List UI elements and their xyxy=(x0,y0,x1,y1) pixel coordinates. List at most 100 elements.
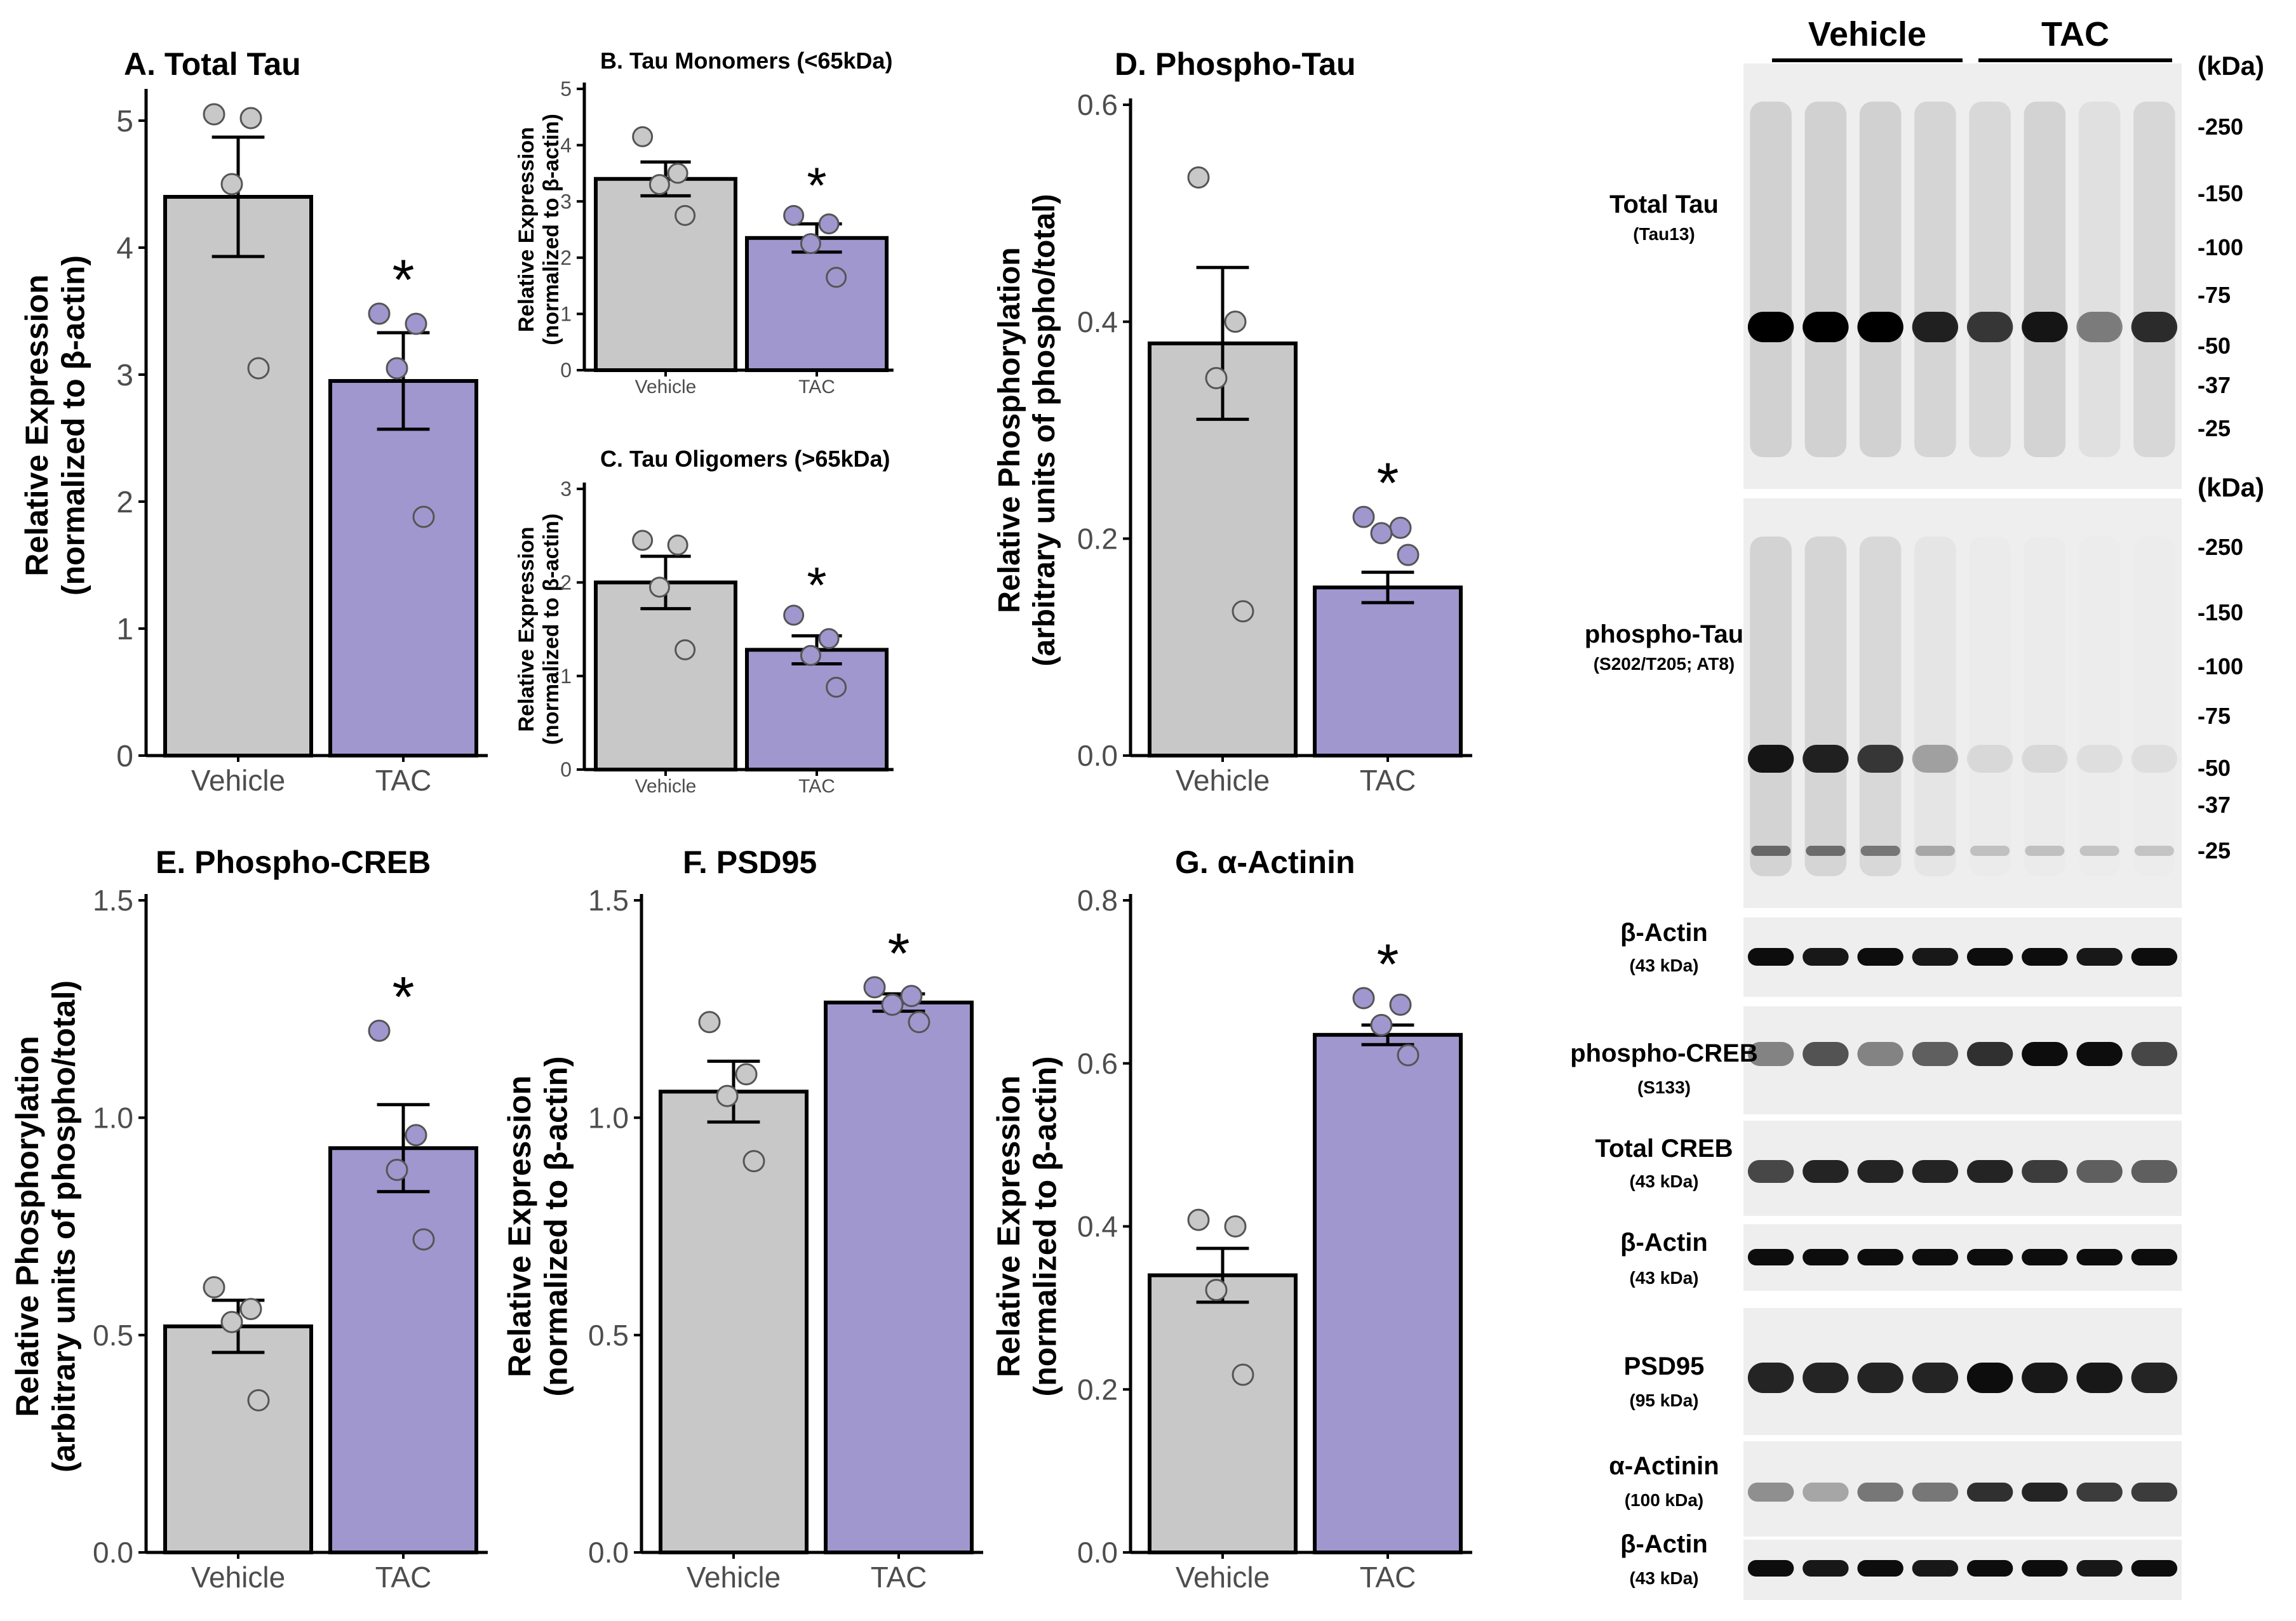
blot-band xyxy=(1803,1160,1849,1183)
blot-marker-label: -100 xyxy=(2198,653,2243,679)
blot-smear xyxy=(1914,537,1956,876)
kda-header: (kDa) xyxy=(2198,51,2264,81)
blot-band xyxy=(1857,1560,1903,1577)
blot-band xyxy=(1912,1363,1959,1393)
data-point xyxy=(1397,544,1420,566)
blot-band xyxy=(1747,1363,1794,1393)
data-point xyxy=(783,204,805,226)
blot-marker-label: -150 xyxy=(2198,180,2243,206)
chart-title: F. PSD95 xyxy=(683,844,817,880)
blot-band xyxy=(1912,1042,1959,1066)
chart-e: E. Phospho-CREB Relative Phosphorylation(… xyxy=(10,844,488,1594)
blot-marker-label: -250 xyxy=(2198,534,2243,560)
y-tick-label: 4 xyxy=(560,134,572,157)
data-point xyxy=(800,233,821,255)
blot-band-minor xyxy=(1860,846,1900,856)
bar-vehicle xyxy=(163,1324,313,1555)
y-tick-label: 0 xyxy=(116,740,133,773)
y-axis-label: Relative Phosphorylation xyxy=(10,1036,45,1417)
blot-band xyxy=(1857,1160,1903,1183)
data-point xyxy=(1352,987,1375,1010)
blot-group-label: TAC xyxy=(2041,15,2109,53)
blot-band xyxy=(2131,1249,2178,1265)
blot-band xyxy=(1966,312,2013,342)
data-point xyxy=(405,1124,427,1147)
blot-band xyxy=(1912,1560,1959,1577)
blot-band xyxy=(1803,1560,1849,1577)
bar-tac xyxy=(745,648,889,771)
blot-smear xyxy=(2133,102,2175,457)
data-point xyxy=(675,639,696,660)
chart-b: B. Tau Monomers (<65kDa) Relative Express… xyxy=(514,48,894,397)
blot-band xyxy=(1912,745,1959,773)
blot-smear xyxy=(2079,537,2121,876)
blot-band-minor xyxy=(2025,846,2065,856)
y-tick-label: 1.0 xyxy=(93,1101,133,1134)
blot-band xyxy=(2131,1363,2178,1393)
bar-vehicle xyxy=(659,1090,809,1554)
data-point xyxy=(1224,310,1247,333)
blot-band xyxy=(2022,745,2068,773)
y-tick-label: 2 xyxy=(116,486,133,519)
blot-protein-label: phospho-CREB xyxy=(1570,1039,1758,1067)
blot-marker-label: -250 xyxy=(2198,114,2243,140)
blot-band xyxy=(1857,745,1903,773)
blot-smear xyxy=(1859,102,1902,457)
blot-smear xyxy=(1969,102,2011,457)
y-tick-label: 1.5 xyxy=(588,884,629,917)
blot-antibody-label: (43 kDa) xyxy=(1630,956,1699,975)
x-tick-label: TAC xyxy=(798,776,835,797)
data-point xyxy=(1370,522,1393,545)
y-axis-label: Relative Expression xyxy=(991,1076,1026,1377)
data-point xyxy=(908,1011,930,1034)
data-point xyxy=(648,577,670,598)
blot-smear xyxy=(2133,537,2175,876)
blot-band xyxy=(2131,745,2178,773)
data-point xyxy=(742,1150,765,1173)
blot-panel: phospho-Tau (S202/T205; AT8) -250 -150 -100 -… xyxy=(1585,498,2243,908)
y-tick-label: 1.5 xyxy=(93,884,133,917)
y-tick-label: 0.2 xyxy=(1077,1373,1118,1406)
data-point xyxy=(1205,1279,1228,1302)
blot-antibody-label: (S133) xyxy=(1637,1077,1691,1097)
blot-smear xyxy=(1750,537,1792,876)
data-point xyxy=(386,357,408,380)
data-point xyxy=(783,604,805,626)
y-tick-label: 0.5 xyxy=(93,1319,133,1352)
blot-band xyxy=(1747,312,1794,342)
blot-panel: β-Actin (43 kDa) xyxy=(1620,1224,2182,1291)
blot-band xyxy=(1857,1042,1903,1066)
blot-band xyxy=(1747,1483,1794,1502)
bar-tac xyxy=(1313,585,1463,757)
blot-smear xyxy=(1750,102,1792,457)
blot-band xyxy=(2076,1042,2123,1066)
blot-band xyxy=(1747,745,1794,773)
blot-antibody-label: (43 kDa) xyxy=(1630,1171,1699,1191)
chart-title: G. α-Actinin xyxy=(1175,844,1355,880)
chart-title: C. Tau Oligomers (>65kDa) xyxy=(600,446,890,472)
data-point xyxy=(667,534,688,556)
y-tick-label: 1 xyxy=(560,303,572,326)
blot-band xyxy=(1912,1160,1959,1183)
data-point xyxy=(826,676,847,698)
x-tick-label: Vehicle xyxy=(687,1561,781,1594)
y-tick-label: 0.6 xyxy=(1077,1047,1118,1080)
blot-membrane xyxy=(1743,498,2182,908)
blot-band xyxy=(2131,1042,2178,1066)
data-point xyxy=(386,1158,408,1181)
blot-band xyxy=(1912,1483,1959,1502)
y-tick-label: 0.0 xyxy=(1077,1536,1118,1569)
blot-band xyxy=(1803,312,1849,342)
data-point xyxy=(203,1276,225,1298)
blot-band xyxy=(1747,948,1794,966)
blot-marker-label: -75 xyxy=(2198,282,2231,308)
blot-band xyxy=(1966,1042,2013,1066)
data-point xyxy=(239,107,262,130)
x-tick-label: TAC xyxy=(798,377,835,397)
data-point xyxy=(667,163,688,184)
blot-band xyxy=(1747,1560,1794,1577)
x-tick-label: TAC xyxy=(1360,1561,1416,1594)
bar-vehicle xyxy=(163,195,313,757)
data-point xyxy=(1232,600,1254,623)
blot-antibody-label: (100 kDa) xyxy=(1625,1490,1704,1510)
